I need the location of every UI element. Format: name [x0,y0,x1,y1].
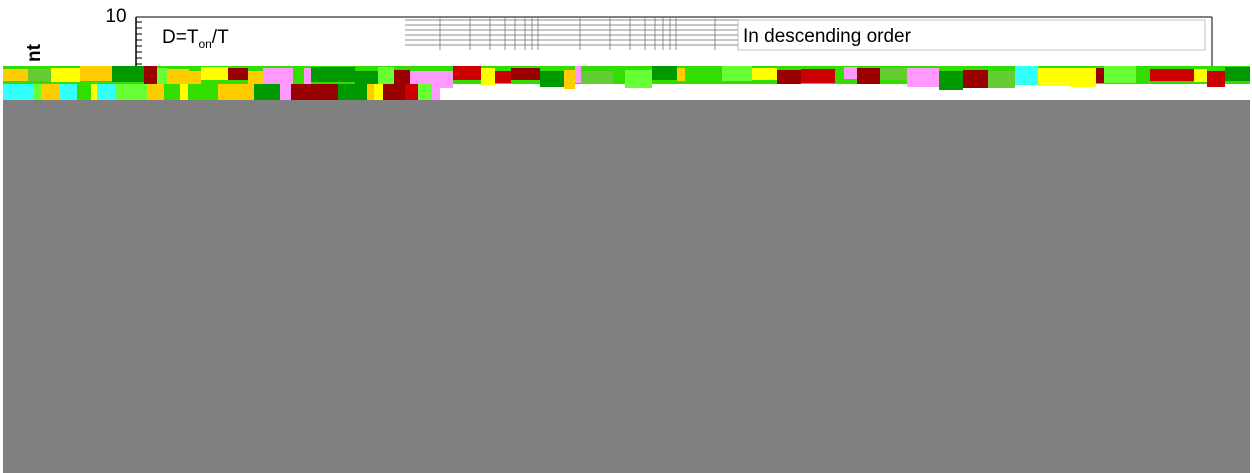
strip [201,67,228,80]
strip [228,68,248,80]
strip [304,68,311,85]
strip [144,66,157,85]
strip [167,69,189,86]
axis-label-fragment: nt [24,43,45,62]
strip [1194,69,1207,82]
strip [188,84,218,100]
strip [575,66,581,83]
strip [963,70,988,88]
strip [405,84,418,100]
strip [613,66,625,78]
strip [280,84,291,100]
strip [652,66,677,80]
strip [625,70,652,88]
strip [28,69,51,81]
strip [157,68,167,87]
strip [77,84,91,100]
strip [311,67,355,82]
note: In descending order [743,26,912,47]
strip [254,84,280,100]
strip [1038,68,1070,86]
strip [495,71,511,83]
strip [1096,68,1104,83]
strip [322,84,338,100]
strip [418,84,432,100]
strip [239,84,254,100]
strip [857,68,880,84]
strip [291,84,322,100]
strip [1207,71,1225,87]
strip [564,70,575,89]
strip [677,68,685,81]
strip [907,68,939,87]
strip [777,70,801,84]
strip [367,84,374,100]
formula-sub: on [198,37,211,51]
strip [540,71,564,87]
strip [91,84,97,100]
strip [880,68,907,80]
strip [164,84,180,100]
strip [752,68,777,80]
strip [988,71,1015,88]
strip [453,66,481,80]
strip [685,66,722,79]
strip [218,84,239,100]
gray-block [3,100,1250,473]
strip [3,84,34,100]
strip [189,71,201,86]
formula-tail: /T [212,27,229,48]
strip [293,67,304,82]
strip [1104,66,1136,83]
formula-box [155,19,405,61]
strip [34,84,41,100]
strip [432,84,440,100]
strip [338,84,367,100]
strip [801,69,835,83]
strip [1015,66,1038,85]
grid-fragment [405,18,738,50]
formula: D=Ton/T [162,27,229,51]
strip [410,71,453,88]
strip [180,84,188,100]
strip [51,68,80,82]
strip [1136,69,1150,83]
y-tick-label: 10 [105,6,126,27]
strip [41,84,60,100]
strip [939,71,963,90]
strip [112,66,144,82]
strip [511,68,540,80]
note-box [737,19,1206,51]
strip [355,71,378,86]
strip [844,67,857,79]
strip [1070,68,1096,87]
strip [60,84,77,100]
strip [115,84,147,100]
strip [1225,67,1250,81]
strip [1150,69,1194,81]
strip [263,68,293,86]
strip [383,84,405,100]
strip [722,66,752,81]
formula-base: D=T [162,27,199,48]
strip [147,84,164,100]
strip [394,70,410,88]
strip [3,69,28,81]
strip [97,84,115,100]
glitch-strips [3,66,1250,100]
strip [481,68,495,85]
tick-marks [136,21,142,77]
strip [378,67,394,84]
strip [80,66,112,81]
strip [835,71,844,83]
strip [374,84,383,100]
strip [248,71,263,86]
strip [581,71,613,84]
